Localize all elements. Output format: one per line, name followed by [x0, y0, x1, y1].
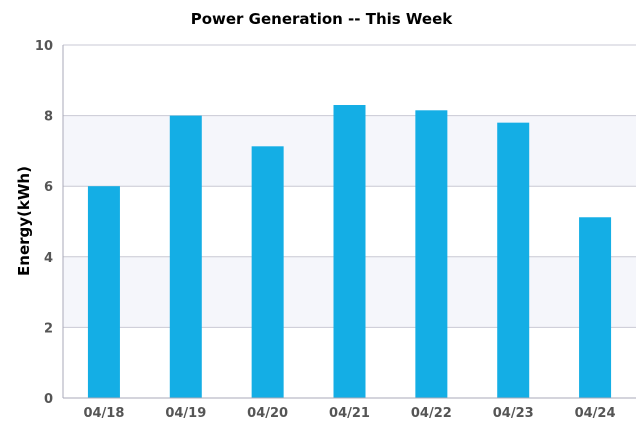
x-tick-label: 04/21	[329, 406, 370, 421]
bar	[579, 217, 612, 398]
x-tick-label: 04/23	[493, 406, 534, 421]
chart-title: Power Generation -- This Week	[190, 10, 453, 28]
bar	[333, 105, 366, 398]
x-tick-labels: 04/18 04/19 04/20 04/21 04/22 04/23 04/24	[83, 406, 615, 421]
bar	[87, 186, 120, 398]
y-tick-label: 0	[44, 392, 53, 407]
y-tick-label: 2	[44, 321, 53, 336]
x-tick-label: 04/24	[575, 406, 616, 421]
x-tick-label: 04/18	[83, 406, 124, 421]
y-tick-label: 8	[44, 110, 53, 125]
bar-series	[87, 105, 612, 399]
y-axis-title: Energy(kWh)	[15, 166, 33, 276]
x-tick-label: 04/20	[247, 406, 288, 421]
y-tick-labels: 0 2 4 6 8 10	[35, 39, 53, 407]
bar	[251, 146, 284, 398]
y-tick-label: 4	[44, 251, 53, 266]
axes	[62, 45, 636, 399]
x-tick-label: 04/19	[165, 406, 206, 421]
y-tick-label: 10	[35, 39, 53, 54]
bar	[497, 122, 530, 398]
y-tick-label: 6	[44, 180, 53, 195]
bar	[415, 110, 448, 399]
x-tick-label: 04/22	[411, 406, 452, 421]
bar	[169, 115, 202, 398]
